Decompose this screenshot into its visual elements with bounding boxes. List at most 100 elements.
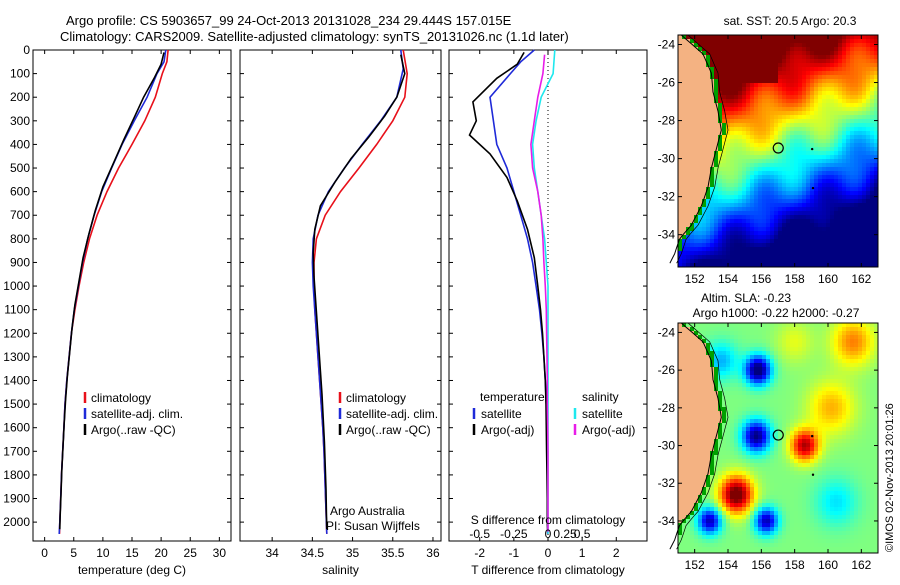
map-cell <box>826 51 830 55</box>
map-cell <box>694 159 698 163</box>
map-cell <box>826 71 830 75</box>
map-cell <box>762 391 766 395</box>
map-cell <box>770 335 774 339</box>
map-cell <box>850 71 854 75</box>
map-cell <box>770 379 774 383</box>
map-cell <box>698 251 702 255</box>
map-cell <box>786 119 790 123</box>
map-cell <box>790 171 794 175</box>
map-cell <box>718 183 722 187</box>
map-cell <box>786 335 790 339</box>
map-cell <box>834 219 838 223</box>
map-cell <box>858 71 862 75</box>
map-cell <box>778 323 782 327</box>
map-cell <box>834 367 838 371</box>
map-cell <box>858 91 862 95</box>
map-cell <box>782 95 786 99</box>
map-cell <box>794 203 798 207</box>
map-cell <box>858 435 862 439</box>
map-cell <box>862 463 866 467</box>
map-cell <box>734 51 738 55</box>
map-cell <box>770 35 774 39</box>
map-cell <box>830 59 834 63</box>
map-cell <box>782 127 786 131</box>
map-cell <box>698 183 702 187</box>
map-cell <box>682 171 686 175</box>
map-cell <box>758 435 762 439</box>
map-cell <box>702 463 706 467</box>
map-cell <box>774 395 778 399</box>
map-cell <box>738 207 742 211</box>
map-cell <box>818 203 822 207</box>
map-cell <box>766 223 770 227</box>
map-cell <box>782 219 786 223</box>
map-cell <box>822 255 826 259</box>
map-cell <box>782 375 786 379</box>
map-cell <box>818 95 822 99</box>
map-cell <box>826 387 830 391</box>
map-cell <box>814 155 818 159</box>
map-cell <box>738 323 742 327</box>
map-cell <box>730 375 734 379</box>
map-cell <box>678 183 682 187</box>
map-cell <box>686 423 690 427</box>
map-cell <box>794 239 798 243</box>
map-cell <box>858 139 862 143</box>
map-cell <box>722 75 726 79</box>
map-cell <box>850 199 854 203</box>
map-cell <box>814 243 818 247</box>
map-cell <box>862 375 866 379</box>
map-cell <box>722 235 726 239</box>
map-cell <box>738 367 742 371</box>
map-cell <box>750 35 754 39</box>
map-cell <box>742 335 746 339</box>
map-cell <box>742 247 746 251</box>
map-cell <box>850 179 854 183</box>
map-cell <box>794 67 798 71</box>
map-cell <box>826 359 830 363</box>
map-cell <box>806 251 810 255</box>
map-cell <box>746 175 750 179</box>
map-cell <box>870 219 874 223</box>
map-cell <box>854 51 858 55</box>
map-cell <box>714 379 718 383</box>
map-cell <box>746 51 750 55</box>
map-cell <box>742 223 746 227</box>
map-cell <box>814 323 818 327</box>
map-cell <box>750 323 754 327</box>
map-cell <box>726 435 730 439</box>
map-cell <box>798 167 802 171</box>
map-cell <box>750 235 754 239</box>
map-cell <box>726 339 730 343</box>
map-cell <box>786 447 790 451</box>
map-cell <box>762 443 766 447</box>
map-cell <box>774 67 778 71</box>
map-cell <box>786 103 790 107</box>
map-cell <box>830 231 834 235</box>
map-cell <box>686 179 690 183</box>
map-cell <box>834 235 838 239</box>
map-cell <box>706 323 710 327</box>
map-cell <box>722 127 726 131</box>
map-cell <box>866 47 870 51</box>
map-cell <box>806 87 810 91</box>
sst-map-title: sat. SST: 20.5 Argo: 20.3 <box>724 14 857 28</box>
map-cell <box>826 455 830 459</box>
map-cell <box>834 239 838 243</box>
map-cell <box>730 115 734 119</box>
map-cell <box>690 443 694 447</box>
map-cell <box>810 447 814 451</box>
map-cell <box>822 391 826 395</box>
map-cell <box>854 35 858 39</box>
map-cell <box>746 227 750 231</box>
map-cell <box>850 239 854 243</box>
map-cell <box>766 439 770 443</box>
map-cell <box>870 459 874 463</box>
map-cell <box>858 375 862 379</box>
map-cell <box>794 343 798 347</box>
map-cell <box>742 111 746 115</box>
map-cell <box>846 103 850 107</box>
map-cell <box>678 171 682 175</box>
map-cell <box>754 367 758 371</box>
map-cell <box>858 255 862 259</box>
